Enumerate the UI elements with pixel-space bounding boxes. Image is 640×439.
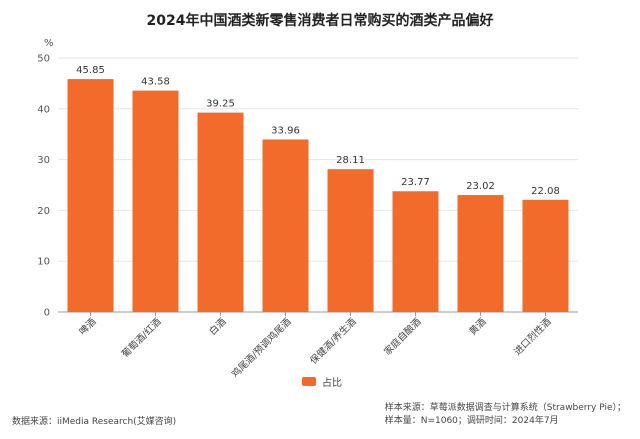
legend-label: 占比	[322, 378, 342, 389]
y-tick-label-50: 50	[37, 54, 50, 65]
data-label-2: 39.25	[206, 99, 235, 110]
x-tick-label-4: 保健酒/养生酒	[308, 315, 359, 366]
data-label-4: 28.11	[336, 155, 365, 166]
bar-1	[132, 90, 179, 312]
y-tick-label-40: 40	[37, 104, 50, 115]
data-label-1: 43.58	[141, 77, 170, 88]
bar-0	[67, 79, 114, 312]
legend: 占比	[302, 374, 342, 389]
data-label-0: 45.85	[76, 65, 105, 76]
x-tick-label-3: 鸡尾酒/预调鸡尾酒	[229, 315, 294, 380]
data-label-7: 22.08	[531, 186, 560, 197]
chart-title: 2024年中国酒类新零售消费者日常购买的酒类产品偏好	[146, 13, 494, 29]
bar-3	[262, 139, 309, 312]
data-label-5: 23.77	[401, 177, 430, 188]
y-tick-label-10: 10	[37, 257, 50, 268]
x-tick-label-5: 家庭自酿酒	[382, 315, 424, 357]
x-tick-label-0: 啤酒	[77, 315, 99, 337]
data-label-6: 23.02	[466, 181, 495, 192]
bar-5	[392, 191, 439, 312]
legend-swatch	[302, 377, 316, 386]
sample-size: 样本量：N=1060；调研时间：2024年7月	[384, 416, 559, 426]
y-tick-label-30: 30	[37, 155, 50, 166]
bar-2	[197, 112, 244, 312]
y-axis-unit: %	[44, 38, 54, 49]
sample-source: 样本来源：草莓派数据调查与计算系统（Strawberry Pie）；	[384, 403, 626, 413]
x-tick-label-7: 进口烈性酒	[512, 315, 554, 357]
sample-info: 样本来源：草莓派数据调查与计算系统（Strawberry Pie）； 样本量：N…	[385, 402, 626, 428]
y-tick-label-0: 0	[44, 308, 50, 319]
bar-6	[457, 195, 504, 312]
data-source: 数据来源：iiMedia Research(艾媒咨询)	[12, 417, 177, 427]
x-tick-label-6: 黄酒	[467, 315, 489, 337]
y-tick-label-20: 20	[37, 206, 50, 217]
bar-4	[327, 169, 374, 312]
bar-7	[522, 199, 569, 312]
data-label-3: 33.96	[271, 125, 300, 136]
x-tick-label-2: 白酒	[207, 315, 229, 337]
x-tick-label-1: 葡萄酒/红酒	[119, 315, 164, 360]
